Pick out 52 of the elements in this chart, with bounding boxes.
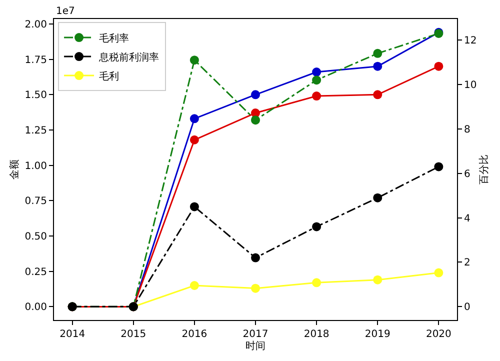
text: 1e7: [56, 6, 75, 17]
y2-tick-label: 0: [464, 302, 470, 314]
point: [251, 116, 260, 125]
point: [373, 193, 382, 202]
x-tick-label: 2014: [60, 329, 86, 340]
point: [373, 90, 382, 100]
x-tick-label: 2019: [364, 329, 390, 340]
point: [190, 135, 199, 144]
point: [251, 253, 260, 262]
y-tick-label: 1.25: [24, 125, 47, 136]
y-tick-label: 0.00: [24, 302, 47, 314]
y-tick-label: 0.25: [24, 266, 47, 278]
y2-tick-label: 6: [464, 168, 470, 180]
point: [434, 162, 444, 172]
y2-tick-label: 2: [464, 258, 470, 269]
y2-tick-label: 4: [464, 213, 470, 224]
x-tick-label: 2018: [304, 329, 330, 340]
point: [434, 62, 444, 71]
y2-tick-label: 10: [464, 80, 477, 92]
point: [373, 48, 382, 58]
point: [190, 56, 199, 65]
point: [373, 275, 382, 284]
y2-axis-title: 百分比: [478, 154, 490, 184]
x-axis-title: 时间: [246, 340, 266, 352]
x-tick-label: 2016: [182, 329, 208, 340]
x-tick-label: 2015: [120, 329, 146, 340]
point: [312, 68, 322, 77]
point: [190, 281, 199, 290]
y-tick-label: 2.00: [24, 19, 47, 30]
y-tick-label: 0.75: [24, 196, 47, 208]
x-tick-label: 2017: [242, 329, 268, 340]
point: [190, 202, 199, 212]
x-tick-label: 2020: [426, 329, 452, 340]
point: [373, 62, 382, 71]
y-tick-label: 1.50: [24, 90, 47, 102]
point: [190, 114, 199, 124]
y-tick-label: 1.00: [24, 160, 47, 172]
y2-tick-label: 12: [464, 36, 477, 47]
point: [312, 222, 322, 232]
point: [434, 268, 444, 278]
legend-label: 息税前利润率: [98, 51, 160, 64]
point: [312, 278, 322, 288]
y-tick-label: 0.50: [24, 232, 47, 243]
point: [251, 284, 260, 293]
point: [312, 76, 322, 85]
legend-label: 毛利率: [99, 32, 130, 44]
point: [312, 92, 322, 101]
y-tick-label: 1.75: [24, 54, 47, 66]
legend-label: 毛利: [99, 70, 120, 82]
y2-tick-label: 8: [464, 124, 470, 136]
point: [251, 90, 260, 100]
y-axis-title: 金额: [8, 160, 21, 180]
